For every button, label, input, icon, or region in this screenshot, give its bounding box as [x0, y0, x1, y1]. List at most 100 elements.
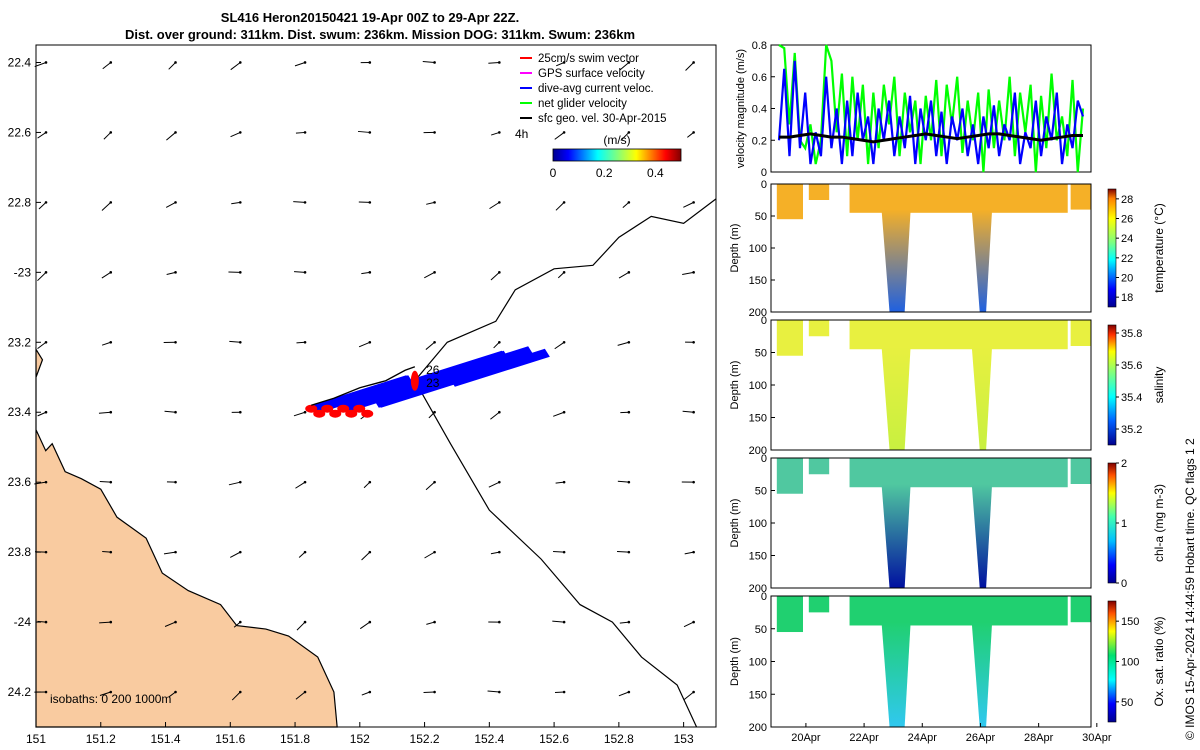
sfc-vector-head [109, 620, 113, 624]
sfc-vector-head [498, 61, 501, 64]
sfc-vector [552, 620, 565, 623]
sfc-vector [361, 271, 370, 275]
sfc-vector [622, 202, 630, 209]
sfc-vector [682, 271, 694, 276]
heatmap-y-tick-label: 100 [749, 243, 767, 255]
sfc-vector [37, 271, 47, 282]
sfc-vector-head [238, 61, 242, 64]
title-line-2: Dist. over ground: 311km. Dist. swum: 23… [124, 27, 636, 42]
heatmap-dive [971, 346, 993, 450]
sfc-vector [166, 271, 176, 275]
sfc-vector-head [109, 480, 113, 484]
velocity-y-tick-label: 0.6 [752, 72, 767, 84]
heatmap-dive [971, 209, 993, 312]
sfc-vector-head [44, 340, 48, 344]
y-tick-label: 23.4 [8, 405, 32, 419]
heatmap-dive [881, 622, 911, 727]
credit-text: © IMOS 15-Apr-2024 14:44:59 Hobart time.… [1183, 438, 1197, 740]
y-tick-label: 23.6 [8, 475, 32, 489]
sfc-vector [490, 551, 500, 555]
colorbar-tick-label: 26 [1121, 214, 1133, 226]
sfc-vector-head [238, 201, 242, 204]
heatmap-y-tick-label: 100 [749, 380, 767, 392]
sfc-vector [617, 551, 629, 553]
sfc-vector-head [498, 620, 501, 624]
heatmap-cell [849, 596, 1068, 626]
sfc-vector [553, 411, 565, 417]
swim-vector [410, 370, 419, 391]
sfc-vector [682, 410, 694, 413]
sfc-vector-head [498, 690, 501, 694]
sfc-vector [37, 411, 47, 417]
sfc-vector-head [368, 340, 372, 344]
heatmap-cell [1070, 320, 1091, 346]
colorbar-tick-label: 0 [1121, 578, 1127, 590]
sfc-vector-head [692, 271, 695, 274]
dive-avg-vector [375, 369, 476, 408]
sfc-vector-head [627, 340, 631, 344]
sfc-vector [34, 62, 47, 68]
velocity-y-tick-label: 0.2 [752, 135, 767, 147]
sfc-vector-head [303, 340, 307, 344]
sfc-vector [103, 132, 112, 140]
sfc-vector [620, 132, 630, 141]
sfc-vector-head [692, 340, 695, 344]
sfc-vector-head [433, 131, 436, 134]
colorbar-tick-label: 1 [1121, 518, 1127, 530]
x-tick-label: 152 [350, 732, 370, 746]
sfc-vector [37, 341, 47, 350]
sfc-vector [489, 201, 500, 210]
sfc-vector [618, 691, 630, 697]
sfc-vector-head [303, 480, 307, 484]
heatmap-cell [849, 458, 1068, 488]
sfc-vector-head [238, 690, 242, 694]
sfc-vector-head [627, 690, 631, 694]
colorbar-tick-label: 2 [1121, 458, 1127, 470]
sfc-vector-head [174, 201, 177, 204]
sfc-vector [231, 201, 241, 205]
sfc-vector [557, 271, 565, 279]
sfc-vector [554, 132, 565, 140]
sfc-vector [491, 131, 500, 136]
sfc-vector-head [174, 690, 177, 694]
sfc-vector [230, 62, 241, 71]
sfc-vector [163, 551, 176, 555]
sfc-vector-head [627, 410, 631, 414]
heatmap-y-tick-label: 50 [755, 348, 767, 360]
heatmap-colorbar [1107, 324, 1117, 446]
colorbar-tick-label: 0 [550, 166, 557, 180]
sfc-vector-head [368, 271, 372, 274]
sfc-vector [101, 341, 111, 346]
sfc-vector-head [44, 131, 48, 134]
sfc-vector-head [238, 550, 242, 554]
sfc-vector-head [692, 690, 695, 694]
sfc-vector-head [562, 620, 566, 624]
sfc-vector [230, 131, 241, 138]
sfc-vector-head [109, 131, 113, 134]
swim-vector [313, 409, 326, 418]
glider-track [311, 366, 416, 406]
sfc-vector-head [303, 131, 307, 134]
sfc-vector-head [303, 201, 307, 204]
x-tick-label: 20Apr [791, 732, 821, 744]
sfc-vector [34, 481, 47, 485]
sfc-vector [363, 481, 371, 489]
sfc-vector-head [498, 271, 501, 274]
x-tick-label: 26Apr [966, 732, 996, 744]
colorbar-tick-label: 100 [1121, 657, 1139, 669]
sfc-vector-head [692, 410, 695, 414]
heatmap-y-tick-label: 200 [749, 722, 767, 734]
sfc-vector-head [174, 340, 177, 344]
map-frame [35, 44, 717, 728]
sfc-vector [164, 410, 176, 413]
heatmap-y-tick-label: 0 [761, 315, 767, 327]
heatmap-ylabel: Depth (m) [729, 637, 741, 686]
sfc-vector [230, 551, 241, 558]
sfc-vector [98, 411, 111, 414]
sfc-vector [99, 691, 111, 696]
track-label-23: 23 [426, 376, 440, 390]
heatmap-ylabel: Depth (m) [729, 499, 741, 548]
sfc-vector-head [562, 550, 566, 554]
sfc-vector-head [498, 480, 501, 484]
